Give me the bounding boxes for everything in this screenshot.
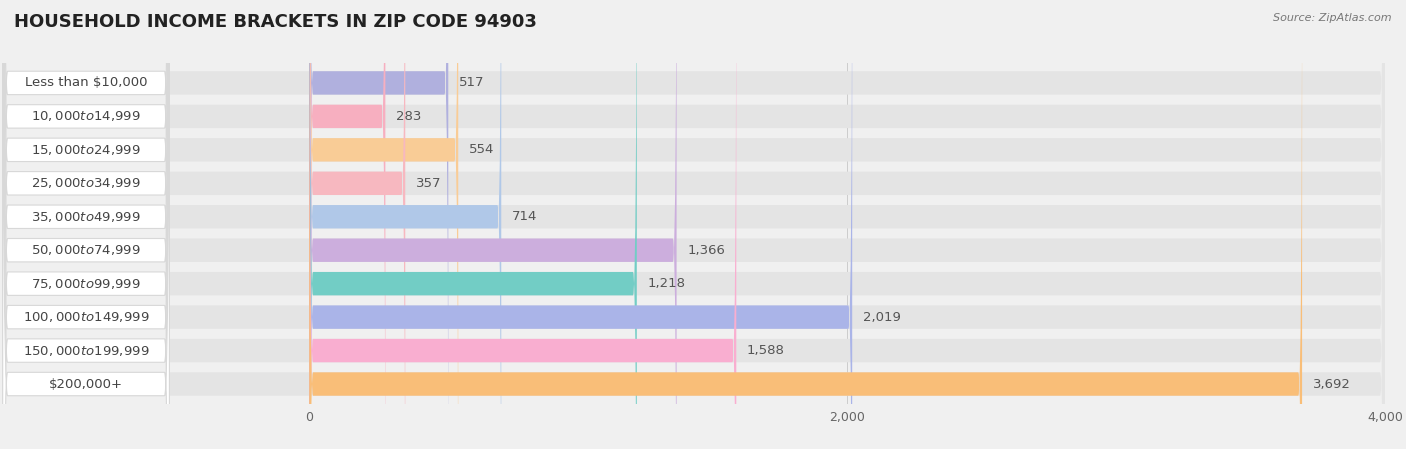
Text: 283: 283 [396,110,422,123]
FancyBboxPatch shape [3,0,169,449]
FancyBboxPatch shape [3,0,169,449]
FancyBboxPatch shape [3,0,1385,449]
Text: 714: 714 [512,210,537,223]
FancyBboxPatch shape [3,0,1385,449]
FancyBboxPatch shape [3,0,169,449]
FancyBboxPatch shape [309,0,852,449]
Text: $200,000+: $200,000+ [49,378,124,391]
FancyBboxPatch shape [3,0,1385,449]
FancyBboxPatch shape [3,0,1385,449]
Text: $10,000 to $14,999: $10,000 to $14,999 [31,110,141,123]
Text: 554: 554 [470,143,495,156]
FancyBboxPatch shape [309,0,449,449]
FancyBboxPatch shape [3,0,169,449]
Text: $35,000 to $49,999: $35,000 to $49,999 [31,210,141,224]
Text: 3,692: 3,692 [1313,378,1351,391]
FancyBboxPatch shape [3,0,169,449]
Text: 517: 517 [458,76,485,89]
FancyBboxPatch shape [3,0,1385,449]
Text: $100,000 to $149,999: $100,000 to $149,999 [22,310,149,324]
FancyBboxPatch shape [3,0,169,449]
Text: $15,000 to $24,999: $15,000 to $24,999 [31,143,141,157]
FancyBboxPatch shape [3,0,1385,449]
FancyBboxPatch shape [309,0,385,449]
Text: 1,366: 1,366 [688,244,725,257]
Text: $75,000 to $99,999: $75,000 to $99,999 [31,277,141,291]
FancyBboxPatch shape [309,0,637,449]
FancyBboxPatch shape [3,0,1385,449]
Text: 1,588: 1,588 [747,344,785,357]
Text: Less than $10,000: Less than $10,000 [25,76,148,89]
FancyBboxPatch shape [309,0,737,449]
FancyBboxPatch shape [309,0,405,449]
FancyBboxPatch shape [3,0,1385,449]
FancyBboxPatch shape [309,0,676,449]
Text: Source: ZipAtlas.com: Source: ZipAtlas.com [1274,13,1392,23]
FancyBboxPatch shape [309,0,458,449]
FancyBboxPatch shape [309,0,1302,449]
Text: $150,000 to $199,999: $150,000 to $199,999 [22,343,149,357]
FancyBboxPatch shape [3,0,169,449]
Text: $50,000 to $74,999: $50,000 to $74,999 [31,243,141,257]
FancyBboxPatch shape [3,0,169,449]
Text: HOUSEHOLD INCOME BRACKETS IN ZIP CODE 94903: HOUSEHOLD INCOME BRACKETS IN ZIP CODE 94… [14,13,537,31]
FancyBboxPatch shape [3,0,169,449]
Text: $25,000 to $34,999: $25,000 to $34,999 [31,176,141,190]
Text: 1,218: 1,218 [648,277,686,290]
FancyBboxPatch shape [3,0,1385,449]
Text: 2,019: 2,019 [863,311,901,324]
FancyBboxPatch shape [3,0,1385,449]
FancyBboxPatch shape [3,0,169,449]
Text: 357: 357 [416,177,441,190]
FancyBboxPatch shape [309,0,502,449]
